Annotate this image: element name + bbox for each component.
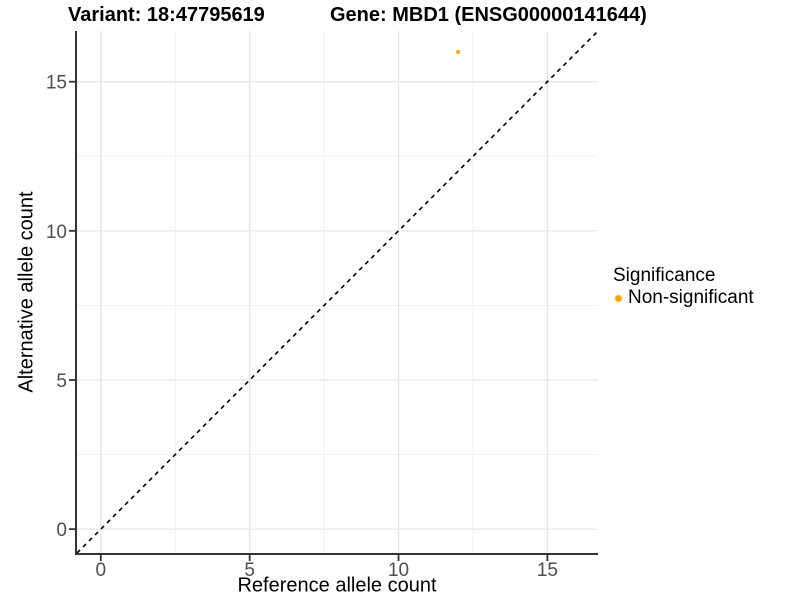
x-axis-title: Reference allele count: [237, 574, 437, 597]
x-tick-label: 15: [537, 560, 558, 581]
x-tick-label: 0: [96, 560, 107, 581]
y-tick-label: 5: [56, 371, 67, 392]
x-tick-label: 5: [244, 560, 255, 581]
x-tick-label: 10: [388, 560, 409, 581]
data-point: [456, 49, 461, 54]
plot-title-variant: Variant: 18:47795619: [68, 4, 265, 26]
plot-title-gene: Gene: MBD1 (ENSG00000141644): [330, 4, 647, 26]
legend-entry-label: Non-significant: [628, 287, 754, 308]
legend-title: Significance: [613, 265, 716, 286]
y-tick-label: 0: [56, 520, 67, 541]
identity-reference-line: [76, 30, 599, 554]
y-tick-label: 15: [46, 73, 67, 94]
legend-point-icon: [615, 294, 622, 302]
legend: Significance Non-significant: [613, 265, 754, 309]
legend-entry: Non-significant: [613, 287, 754, 309]
y-axis-title: Alternative allele count: [15, 191, 38, 393]
y-tick-label: 10: [46, 222, 67, 243]
